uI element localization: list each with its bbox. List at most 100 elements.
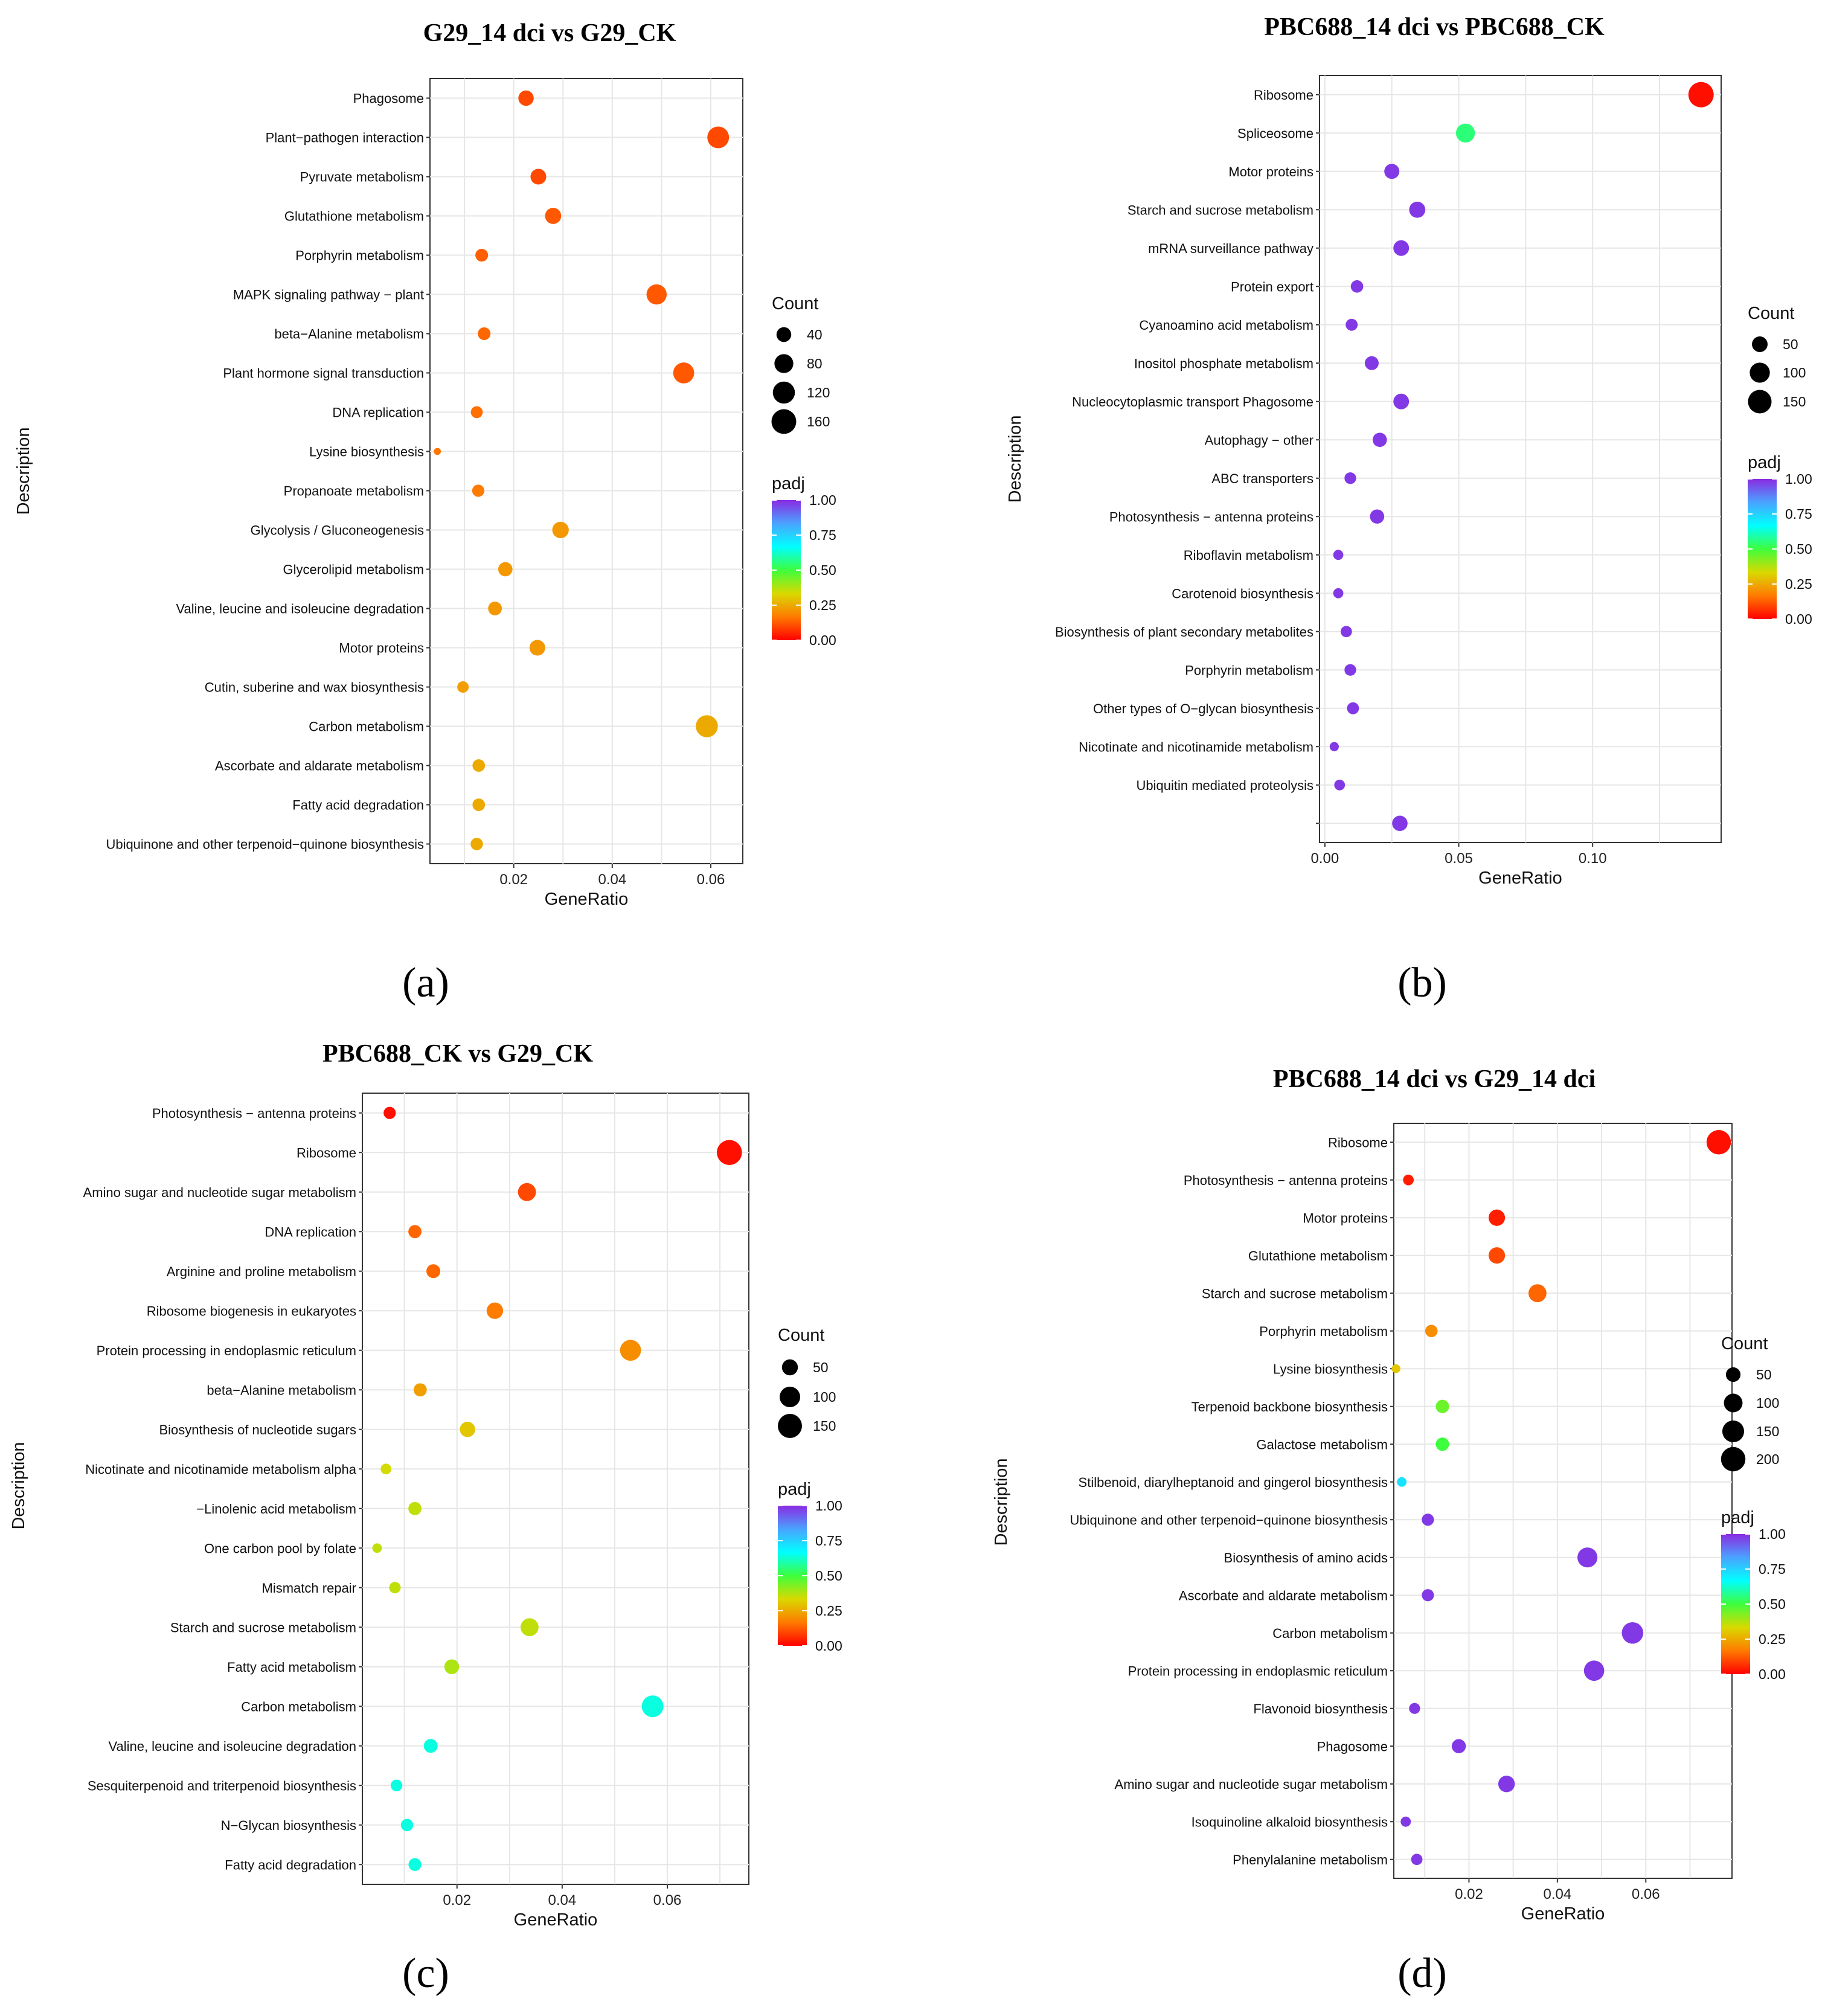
data-point bbox=[400, 1819, 414, 1832]
category-label: Ubiquitin mediated proteolysis bbox=[1137, 778, 1314, 793]
data-point bbox=[1344, 472, 1356, 484]
data-point bbox=[1577, 1547, 1598, 1568]
x-tick-label: 0.05 bbox=[1445, 850, 1473, 867]
y-axis-title: Description bbox=[992, 1458, 1011, 1546]
category-label: Motor proteins bbox=[1228, 164, 1313, 179]
data-point bbox=[460, 1422, 475, 1437]
x-tick-label: 0.04 bbox=[598, 872, 626, 888]
category-label: Terpenoid backbone biosynthesis bbox=[1192, 1399, 1388, 1414]
category-label: Photosynthesis − antenna proteins bbox=[152, 1106, 356, 1121]
x-tick-label: 0.00 bbox=[1311, 850, 1339, 867]
padj-legend-title: padj bbox=[1721, 1508, 1754, 1527]
plot-area bbox=[1393, 1123, 1733, 1879]
padj-legend-label: 0.00 bbox=[1785, 611, 1812, 627]
data-point bbox=[478, 327, 491, 341]
category-label: Cutin, suberine and wax biosynthesis bbox=[205, 680, 424, 695]
data-point bbox=[408, 1858, 422, 1871]
count-legend-label: 200 bbox=[1756, 1451, 1779, 1467]
data-point bbox=[472, 798, 486, 811]
data-point bbox=[1498, 1776, 1515, 1793]
category-label: Ubiquinone and other terpenoid−quinone b… bbox=[106, 837, 424, 852]
category-label: Nicotinate and nicotinamide metabolism a… bbox=[85, 1462, 357, 1477]
category-label: Plant−pathogen interaction bbox=[266, 130, 424, 146]
category-label: N−Glycan biosynthesis bbox=[221, 1818, 356, 1833]
category-label: Photosynthesis − antenna proteins bbox=[1109, 509, 1313, 524]
category-label: Biosynthesis of nucleotide sugars bbox=[159, 1422, 356, 1437]
x-tick-label: 0.04 bbox=[1543, 1886, 1571, 1902]
category-label: Autophagy − other bbox=[1205, 432, 1313, 448]
data-point bbox=[472, 484, 485, 497]
data-point bbox=[472, 759, 486, 772]
category-label: Carotenoid biosynthesis bbox=[1172, 586, 1313, 601]
category-label: Arginine and proline metabolism bbox=[167, 1264, 356, 1279]
data-point bbox=[1488, 1209, 1506, 1226]
count-legend-label: 160 bbox=[807, 414, 830, 429]
padj-legend-label: 0.25 bbox=[1785, 576, 1812, 592]
count-legend-label: 50 bbox=[1756, 1367, 1772, 1382]
chart-title: G29_14 dci vs G29_CK bbox=[423, 19, 676, 47]
y-axis-title: Description bbox=[14, 427, 33, 515]
y-axis-title: Description bbox=[1006, 415, 1025, 502]
category-label: MAPK signaling pathway − plant bbox=[233, 287, 424, 303]
x-tick-label: 0.02 bbox=[499, 872, 528, 888]
count-legend-dot bbox=[1725, 1367, 1741, 1382]
count-legend-title: Count bbox=[772, 294, 818, 313]
data-point bbox=[641, 1695, 664, 1718]
data-point bbox=[1340, 626, 1352, 638]
category-label: Fatty acid degradation bbox=[292, 798, 424, 813]
category-label: DNA replication bbox=[332, 405, 424, 420]
data-point bbox=[1333, 588, 1344, 599]
x-axis-title: GeneRatio bbox=[1478, 868, 1562, 888]
count-legend-dot bbox=[1721, 1446, 1746, 1472]
panel-label: (a) bbox=[402, 960, 449, 1006]
data-point bbox=[1451, 1739, 1466, 1753]
data-point bbox=[1329, 742, 1339, 751]
category-label: Nucleocytoplasmic transport Phagosome bbox=[1072, 394, 1313, 409]
data-point bbox=[434, 448, 441, 455]
data-point bbox=[518, 1183, 536, 1201]
category-label: Porphyrin metabolism bbox=[1185, 663, 1313, 678]
category-label: Carbon metabolism bbox=[309, 719, 424, 734]
category-label: Protein processing in endoplasmic reticu… bbox=[97, 1343, 356, 1358]
count-legend-title: Count bbox=[1748, 304, 1794, 323]
data-point bbox=[1393, 393, 1410, 409]
data-point bbox=[1392, 815, 1408, 832]
data-point bbox=[408, 1225, 422, 1239]
count-legend-label: 100 bbox=[1756, 1395, 1779, 1411]
category-label: Ribosome biogenesis in eukaryotes bbox=[147, 1303, 356, 1318]
panel-c: PBC688_CK vs G29_CK Photosynthesis − ante… bbox=[9, 1040, 842, 1997]
category-label: beta−Alanine metabolism bbox=[274, 327, 424, 342]
count-legend-dot bbox=[1724, 1393, 1743, 1413]
panel-label: (c) bbox=[402, 1950, 449, 1997]
plot-area bbox=[429, 78, 743, 864]
category-label: One carbon pool by folate bbox=[204, 1541, 356, 1556]
padj-legend-label: 1.00 bbox=[809, 492, 836, 508]
count-legend-dot bbox=[771, 409, 797, 434]
data-point bbox=[372, 1543, 382, 1553]
category-label: Isoquinoline alkaloid biosynthesis bbox=[1192, 1814, 1388, 1829]
padj-legend-label: 0.50 bbox=[815, 1568, 842, 1584]
category-label: Cyanoamino acid metabolism bbox=[1139, 318, 1313, 333]
data-point bbox=[1435, 1437, 1449, 1451]
data-point bbox=[475, 248, 489, 262]
data-point bbox=[620, 1340, 641, 1361]
count-legend-label: 150 bbox=[813, 1418, 836, 1434]
category-label: Glutathione metabolism bbox=[284, 209, 424, 224]
count-legend-label: 80 bbox=[807, 356, 823, 371]
count-legend-dot bbox=[1722, 1420, 1745, 1443]
category-label: Mismatch repair bbox=[262, 1581, 356, 1596]
data-point bbox=[1333, 550, 1344, 560]
category-label: Starch and sucrose metabolism bbox=[1202, 1286, 1388, 1301]
category-label: Starch and sucrose metabolism bbox=[1127, 202, 1313, 217]
x-tick-label: 0.04 bbox=[548, 1892, 577, 1908]
category-label: Nicotinate and nicotinamide metabolism bbox=[1079, 739, 1313, 754]
data-point bbox=[1411, 1854, 1423, 1866]
count-legend-dot bbox=[774, 354, 794, 373]
data-point bbox=[1621, 1622, 1644, 1644]
category-label: Lysine biosynthesis bbox=[309, 445, 424, 460]
category-label: Porphyrin metabolism bbox=[295, 248, 424, 263]
data-point bbox=[498, 562, 513, 577]
category-label: beta−Alanine metabolism bbox=[207, 1382, 356, 1398]
data-point bbox=[530, 169, 547, 185]
data-point bbox=[1391, 1364, 1400, 1373]
